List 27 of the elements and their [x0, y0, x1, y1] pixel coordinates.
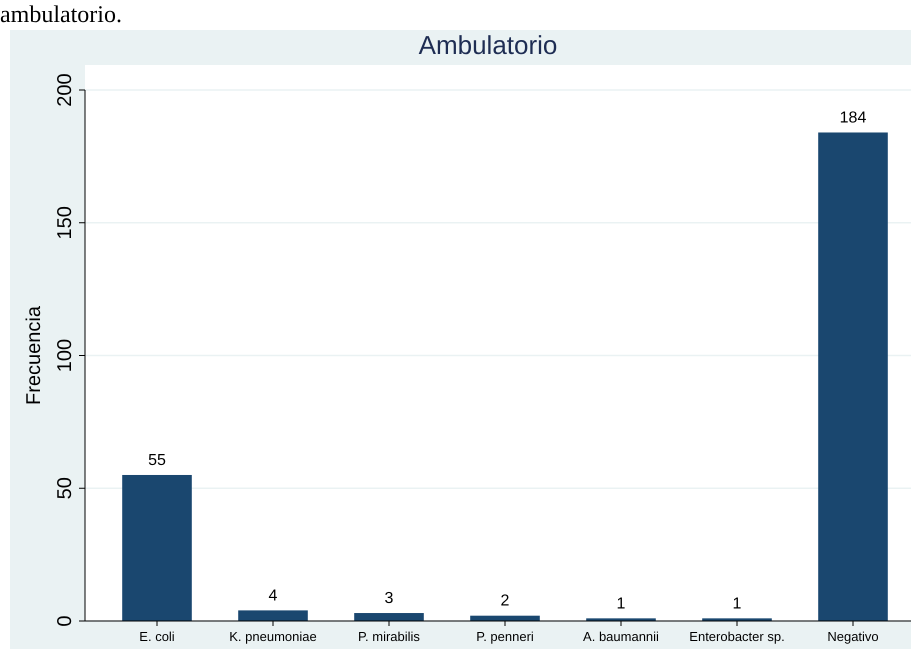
x-tick-label: E. coli — [139, 629, 175, 644]
x-tick-label: P. mirabilis — [358, 629, 420, 644]
bar — [818, 132, 888, 621]
bar — [354, 613, 424, 621]
bar — [238, 610, 308, 621]
data-label: 55 — [148, 452, 166, 469]
bar — [122, 474, 192, 621]
data-label: 4 — [268, 587, 278, 604]
data-label: 184 — [840, 109, 866, 126]
data-label: 1 — [732, 595, 742, 612]
y-axis-title: Frecuencia — [23, 305, 45, 405]
chart-title: Ambulatorio — [418, 30, 558, 60]
x-tick-label: A. baumannii — [583, 629, 660, 644]
y-tick-label: 50 — [54, 477, 76, 500]
y-tick-label: 0 — [54, 615, 76, 627]
text: ambulatorio. — [0, 2, 122, 28]
x-tick-label: K. pneumoniae — [229, 629, 317, 644]
y-tick-label: 200 — [54, 73, 76, 107]
bar — [470, 616, 540, 621]
x-tick-label: Enterobacter sp. — [689, 629, 785, 644]
y-tick-label: 100 — [54, 338, 76, 372]
x-tick-label: Negativo — [827, 629, 879, 644]
y-tick-label: 150 — [54, 206, 76, 240]
x-tick-label: P. penneri — [476, 629, 534, 644]
data-label: 1 — [616, 595, 626, 612]
data-label: 3 — [384, 590, 394, 608]
data-label: 2 — [500, 592, 510, 610]
